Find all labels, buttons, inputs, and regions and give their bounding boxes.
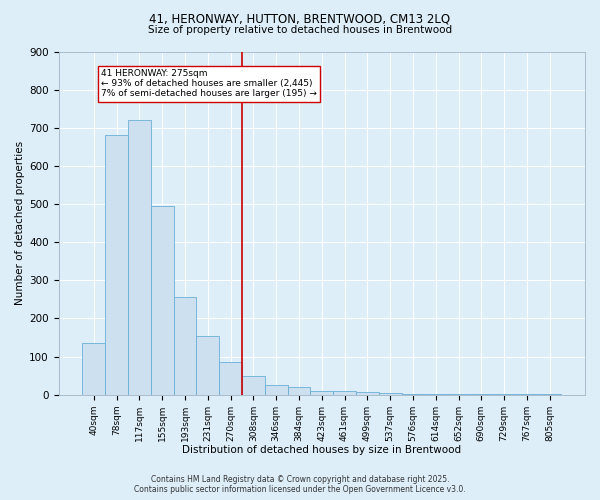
Bar: [128, 120, 151, 394]
Bar: [379, 393, 401, 394]
Bar: [151, 206, 173, 394]
Bar: [105, 136, 128, 394]
Text: 41, HERONWAY, HUTTON, BRENTWOOD, CM13 2LQ: 41, HERONWAY, HUTTON, BRENTWOOD, CM13 2L…: [149, 12, 451, 26]
Text: 41 HERONWAY: 275sqm
← 93% of detached houses are smaller (2,445)
7% of semi-deta: 41 HERONWAY: 275sqm ← 93% of detached ho…: [101, 68, 317, 98]
Bar: [219, 362, 242, 394]
Bar: [310, 391, 333, 394]
Bar: [242, 376, 265, 394]
Bar: [333, 391, 356, 394]
X-axis label: Distribution of detached houses by size in Brentwood: Distribution of detached houses by size …: [182, 445, 461, 455]
Text: Size of property relative to detached houses in Brentwood: Size of property relative to detached ho…: [148, 25, 452, 35]
Bar: [82, 344, 105, 394]
Text: Contains HM Land Registry data © Crown copyright and database right 2025.
Contai: Contains HM Land Registry data © Crown c…: [134, 474, 466, 494]
Y-axis label: Number of detached properties: Number of detached properties: [15, 141, 25, 305]
Bar: [196, 336, 219, 394]
Bar: [287, 387, 310, 394]
Bar: [265, 385, 287, 394]
Bar: [173, 298, 196, 394]
Bar: [356, 392, 379, 394]
